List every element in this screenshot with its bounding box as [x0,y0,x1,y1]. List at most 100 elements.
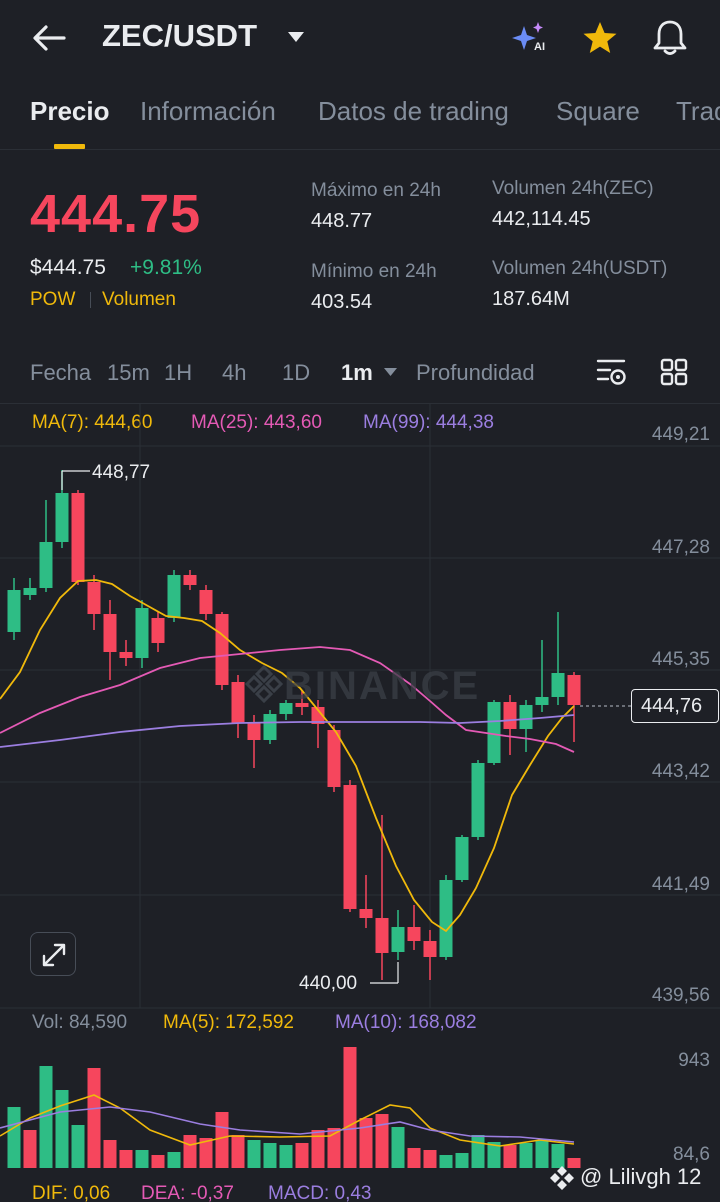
price-axis-label: 443,42 [651,761,710,782]
volume-ma5: MA(5): 172,592 [163,1012,294,1033]
volume-value: Vol: 84,590 [32,1012,128,1033]
volume-bar [423,1150,437,1168]
pair-title[interactable]: ZEC/USDT [102,18,257,53]
author-handle: @ Lilivgh 12 [580,1164,702,1189]
macd-dif: DIF: 0,06 [32,1183,111,1202]
volume-bar [455,1153,469,1168]
tab-datos-de-trading[interactable]: Datos de trading [318,96,509,126]
volume-bar [215,1112,229,1168]
chart-top-divider [0,403,720,404]
tab-informacion[interactable]: Información [140,96,276,126]
price-axis-label: 449,21 [651,424,710,445]
volume-bar [311,1130,325,1168]
active-tab-indicator [54,144,85,149]
volume-bar [103,1140,117,1168]
interval-1h[interactable]: 1H [164,360,193,385]
volume-chart[interactable] [0,1040,720,1170]
low-24h-value: 403.54 [311,291,373,313]
candle [247,723,261,740]
interval-4h[interactable]: 4h [222,360,247,385]
indicator-settings-icon[interactable] [596,357,628,387]
candle [343,785,357,909]
low-24h-label: Mínimo en 24h [311,261,437,282]
candle [535,697,549,705]
volume-bar [519,1143,533,1168]
volume-bar [359,1118,373,1168]
volume-axis-top: 943 [678,1050,710,1071]
candle [487,702,501,763]
volume-bar [55,1090,69,1168]
candle [215,614,229,685]
volume-base-label: Volumen 24h(ZEC) [492,178,654,199]
layout-grid-icon[interactable] [660,358,688,386]
candle [551,673,565,697]
bell-icon[interactable] [650,18,690,58]
volume-bar [343,1047,357,1168]
caret-down-icon[interactable] [287,31,305,43]
expand-icon [42,943,66,967]
volume-ma10: MA(10): 168,082 [335,1012,477,1033]
volume-bar [247,1140,261,1168]
interval-1d[interactable]: 1D [282,360,311,385]
volume-quote-value: 187.64M [492,288,570,310]
candle [503,702,517,729]
price-axis-label: 441,49 [651,874,710,895]
binance-logo-icon [244,664,284,704]
candlestick-chart[interactable] [0,404,720,1010]
tab-precio[interactable]: Precio [30,96,110,126]
candle [311,707,325,724]
ma99-line [0,714,575,748]
tag-pow[interactable]: POW [30,289,76,310]
volume-bar [119,1150,133,1168]
candle [119,652,133,658]
interval-15m[interactable]: 15m [107,360,150,385]
volume-bar [279,1145,293,1168]
volume-bar [87,1068,101,1168]
interval-1m[interactable]: 1m [341,360,373,385]
candle [87,582,101,614]
fullscreen-button[interactable] [30,932,76,976]
volume-bar [7,1107,21,1168]
candle [183,575,197,585]
volume-bar [167,1152,181,1168]
tag-volumen[interactable]: Volumen [102,289,176,310]
last-price: 444.75 [30,184,202,244]
star-icon[interactable] [581,20,619,56]
volume-bar [327,1128,341,1168]
ma99-legend: MA(99): 444,38 [363,412,494,433]
candle [71,493,85,582]
volume-bar [151,1155,165,1168]
candle [231,682,245,723]
interval-caret-icon[interactable] [383,367,398,377]
interval-fecha[interactable]: Fecha [30,360,92,385]
volume-bar [71,1125,85,1168]
candle [359,909,373,918]
price-axis-label: 439,56 [651,985,710,1006]
candle [279,703,293,714]
interval-depth[interactable]: Profundidad [416,360,535,385]
candle [151,618,165,643]
tab-square[interactable]: Square [556,96,640,126]
volume-quote-label: Volumen 24h(USDT) [492,258,668,279]
arrow-left-icon[interactable] [30,22,68,54]
candle [375,918,389,953]
ma25-line [0,646,575,753]
volume-bar [231,1135,245,1168]
candle [103,614,117,652]
svg-text:AI: AI [534,41,545,53]
ai-sparkle-icon[interactable]: AI [510,20,550,56]
candle [471,763,485,837]
candle [55,493,69,542]
volume-bar [471,1135,485,1168]
candle [391,927,405,952]
high-annotation: 448,77 [92,462,151,483]
low-annotation: 440,00 [299,973,358,994]
tab-trade[interactable]: Trad [676,96,720,126]
candle [135,608,149,658]
volume-bar [551,1144,565,1168]
volume-bar [295,1143,309,1168]
candle [167,575,181,618]
high-24h-value: 448.77 [311,210,373,232]
candle [407,927,421,941]
price-axis-label: 445,35 [651,649,710,670]
